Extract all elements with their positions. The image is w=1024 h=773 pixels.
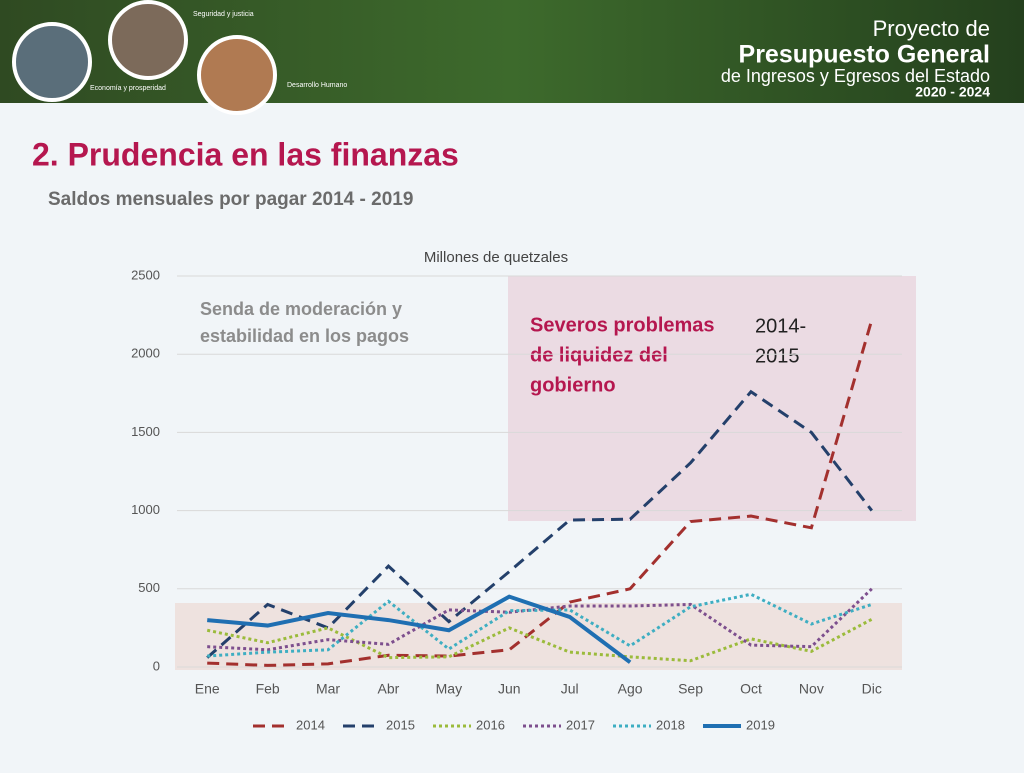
y-tick-label: 2000 <box>131 346 160 361</box>
annotation: gobierno <box>530 374 616 396</box>
x-tick-label: Oct <box>740 681 762 697</box>
icon-road <box>12 22 92 102</box>
y-tick-label: 500 <box>138 580 160 595</box>
legend-label: 2016 <box>476 717 505 732</box>
header-title: 2020 - 2024 <box>915 84 990 100</box>
header-title: Proyecto de <box>873 16 990 41</box>
highlight-stable <box>175 603 902 670</box>
y-tick-label: 1500 <box>131 424 160 439</box>
annotation: 2014- <box>755 315 806 337</box>
annotation: estabilidad en los pagos <box>200 326 409 346</box>
x-tick-label: May <box>436 681 462 697</box>
annotation: Severos problemas <box>530 314 715 336</box>
icon-label: Desarrollo Humano <box>287 82 347 89</box>
icon-label: Seguridad y justicia <box>193 11 254 18</box>
y-tick-label: 0 <box>153 658 160 673</box>
series-line <box>207 592 873 658</box>
annotation: de liquidez del <box>530 344 668 366</box>
header-title: de Ingresos y Egresos del Estado <box>721 66 990 86</box>
icon-justice <box>108 0 188 80</box>
x-tick-label: Abr <box>378 681 400 697</box>
annotation: 2015 <box>755 345 800 367</box>
x-tick-label: Mar <box>316 681 340 697</box>
x-tick-label: Ago <box>618 681 643 697</box>
icon-child <box>197 35 277 115</box>
legend-label: 2015 <box>386 717 415 732</box>
y-tick-label: 2500 <box>131 267 160 282</box>
legend-label: 2018 <box>656 717 685 732</box>
y-tick-label: 1000 <box>131 502 160 517</box>
chart-title: Millones de quetzales <box>424 249 568 266</box>
slide-title: 2. Prudencia en las finanzas <box>32 136 459 172</box>
x-tick-label: Dic <box>862 681 882 697</box>
series-line <box>207 594 632 664</box>
series-line <box>206 389 873 659</box>
legend-label: 2014 <box>296 717 325 732</box>
x-tick-label: Nov <box>799 681 824 697</box>
header-title: Presupuesto General <box>739 41 990 69</box>
annotation: Senda de moderación y <box>200 299 402 319</box>
highlight-crisis <box>508 276 916 521</box>
x-tick-label: Ene <box>195 681 220 697</box>
legend-label: 2019 <box>746 717 775 732</box>
icon-label: Economía y prosperidad <box>90 85 166 92</box>
slide-subtitle: Saldos mensuales por pagar 2014 - 2019 <box>48 189 413 210</box>
x-tick-label: Sep <box>678 681 703 697</box>
legend-label: 2017 <box>566 717 595 732</box>
x-tick-label: Feb <box>256 681 280 697</box>
series-line <box>207 587 873 652</box>
x-tick-label: Jun <box>498 681 521 697</box>
x-tick-label: Jul <box>561 681 579 697</box>
